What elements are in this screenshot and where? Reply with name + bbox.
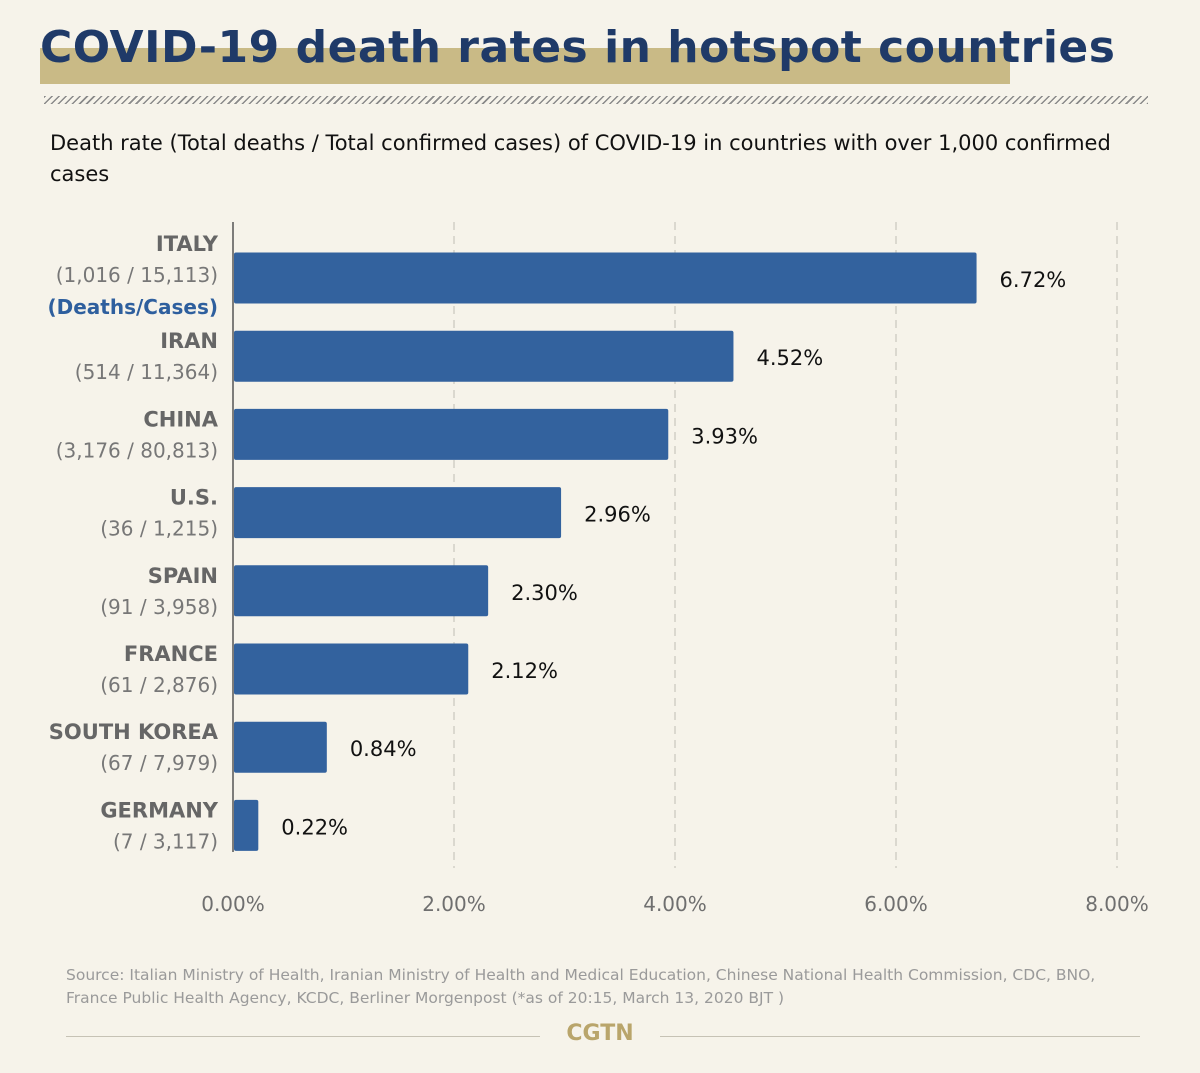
category-count-label: (61 / 2,876) xyxy=(100,673,218,697)
category-label: CHINA xyxy=(143,407,218,431)
category-label: GERMANY xyxy=(100,798,218,822)
deaths-cases-legend: (Deaths/Cases) xyxy=(48,295,219,319)
category-count-label: (67 / 7,979) xyxy=(100,751,218,775)
chart-subtitle: Death rate (Total deaths / Total confirm… xyxy=(50,131,1111,186)
bar xyxy=(234,565,489,617)
bars: 6.72% 4.52% 3.93% 2.96% 2.30% 2.12% 0.84% 0.22% xyxy=(234,252,1067,851)
category-count-label: (1,016 / 15,113) xyxy=(56,263,218,287)
category-count-label: (7 / 3,117) xyxy=(113,829,218,853)
bar-value-label: 2.96% xyxy=(584,503,651,527)
bar xyxy=(234,799,259,851)
bar-value-label: 3.93% xyxy=(691,424,758,448)
bar-value-label: 0.22% xyxy=(281,815,348,839)
x-tick-label: 6.00% xyxy=(864,892,928,916)
bar xyxy=(234,643,469,695)
bar-value-label: 6.72% xyxy=(1000,268,1067,292)
x-axis-ticks: 0.00% 2.00% 4.00% 6.00% 8.00% xyxy=(201,892,1149,916)
x-tick-label: 2.00% xyxy=(422,892,486,916)
title-highlight-band xyxy=(40,48,1010,84)
bar-value-label: 4.52% xyxy=(756,346,823,370)
x-tick-label: 0.00% xyxy=(201,892,265,916)
x-tick-label: 4.00% xyxy=(643,892,707,916)
bar-value-label: 0.84% xyxy=(350,737,417,761)
cgtn-logo: CGTN xyxy=(566,1021,634,1046)
bar xyxy=(234,487,562,539)
category-label: U.S. xyxy=(170,486,218,510)
category-label: SOUTH KOREA xyxy=(49,720,219,744)
bar-value-label: 2.12% xyxy=(491,659,558,683)
page-title: COVID-19 death rates in hotspot countrie… xyxy=(40,22,1116,73)
category-count-label: (36 / 1,215) xyxy=(100,517,218,541)
source-note: Source: Italian Ministry of Health, Iran… xyxy=(66,966,1096,1007)
category-labels: ITALY (1,016 / 15,113) (Deaths/Cases) IRAN (… xyxy=(48,232,219,853)
footer-line-left xyxy=(66,1036,540,1037)
x-tick-label: 8.00% xyxy=(1085,892,1149,916)
bar xyxy=(234,408,669,460)
category-label: SPAIN xyxy=(148,564,218,588)
bar xyxy=(234,330,734,382)
footer-line-right xyxy=(660,1036,1140,1037)
bar xyxy=(234,721,327,773)
bar xyxy=(234,252,977,304)
hatched-divider xyxy=(44,96,1148,104)
bar-value-label: 2.30% xyxy=(511,581,578,605)
category-label: IRAN xyxy=(160,329,218,353)
category-count-label: (514 / 11,364) xyxy=(75,360,218,384)
category-label: FRANCE xyxy=(124,642,218,666)
category-label: ITALY xyxy=(156,232,219,256)
category-count-label: (3,176 / 80,813) xyxy=(56,438,218,462)
grid-lines xyxy=(453,222,1118,868)
category-count-label: (91 / 3,958) xyxy=(100,595,218,619)
